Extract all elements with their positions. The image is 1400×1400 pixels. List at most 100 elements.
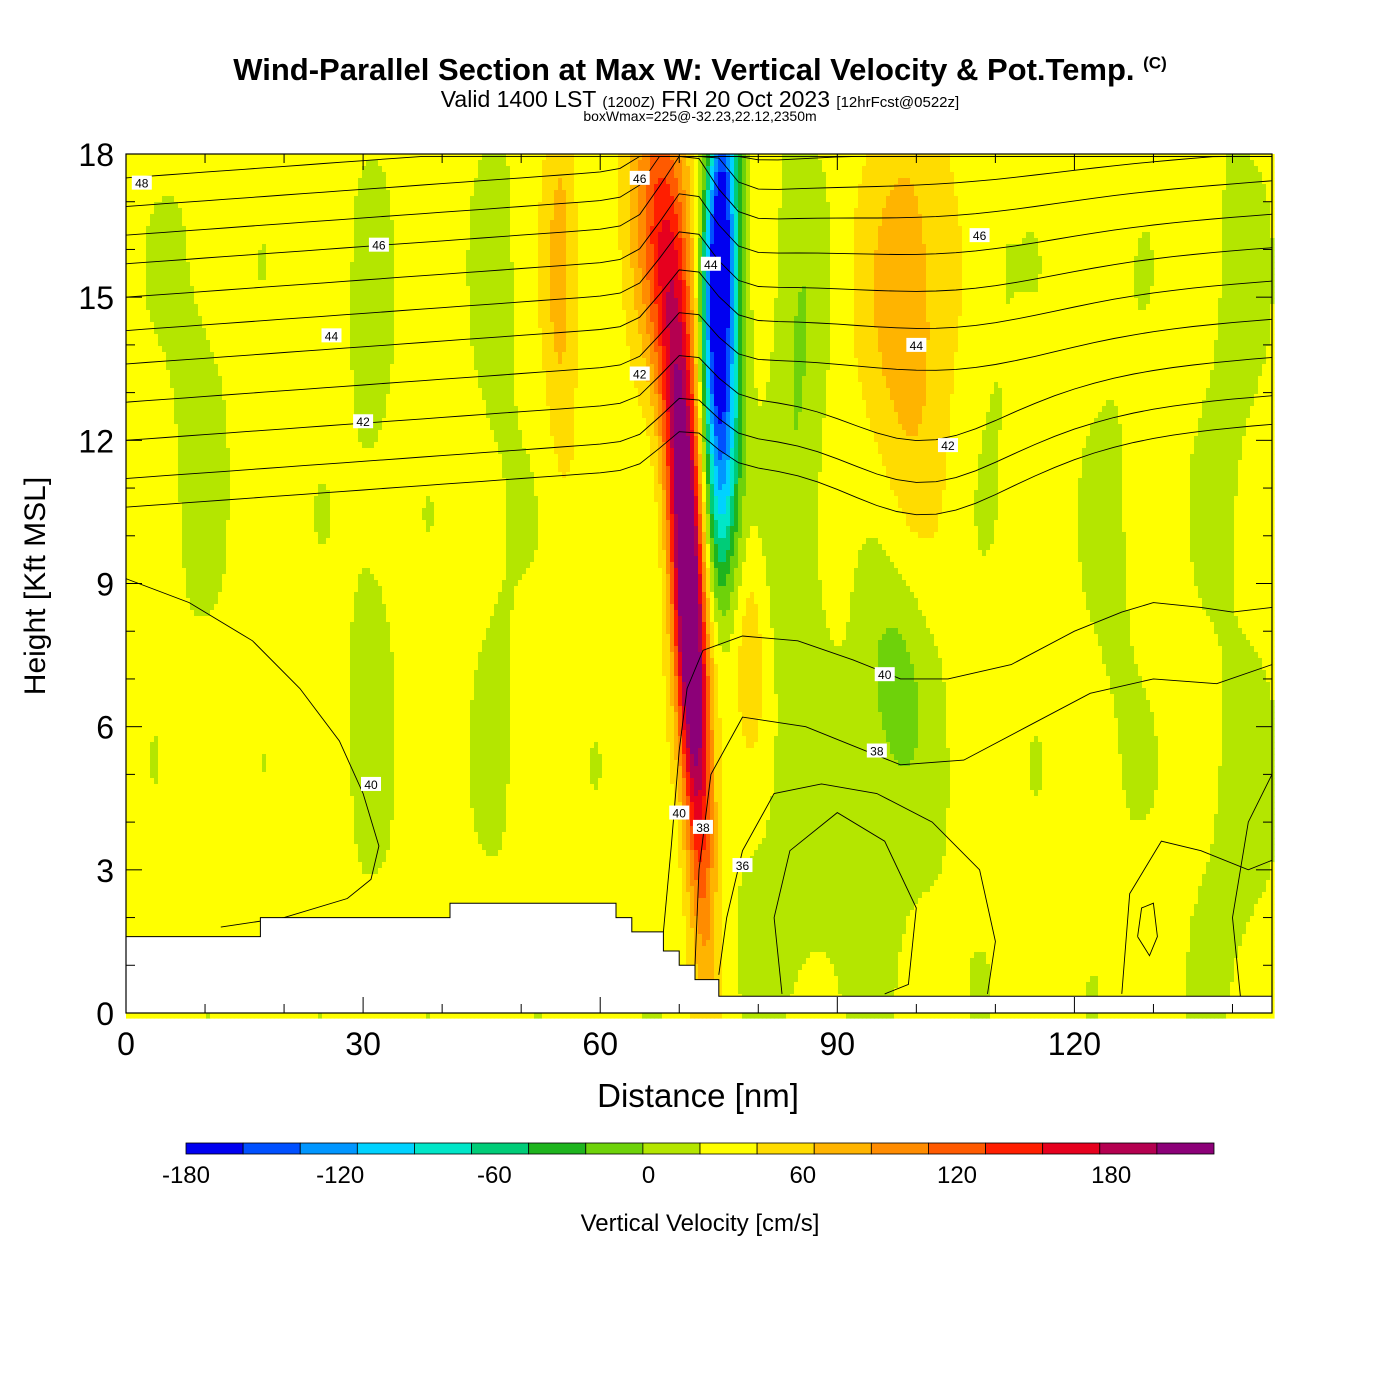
w-cell: [394, 232, 399, 239]
w-cell: [338, 190, 343, 197]
w-cell: [306, 208, 311, 215]
w-cell: [310, 250, 315, 257]
w-cell: [946, 208, 951, 215]
w-cell: [166, 238, 171, 245]
w-cell: [498, 226, 503, 233]
w-cell: [274, 244, 279, 251]
w-cell: [930, 154, 935, 161]
w-cell: [342, 184, 347, 191]
w-cell: [222, 178, 227, 185]
w-cell: [666, 190, 671, 197]
w-cell: [986, 166, 991, 173]
w-cell: [262, 232, 267, 239]
w-cell: [1022, 244, 1027, 251]
w-cell: [1210, 232, 1215, 239]
w-cell: [458, 256, 463, 263]
w-cell: [522, 172, 527, 179]
w-cell: [742, 202, 747, 209]
w-cell: [438, 166, 443, 173]
w-cell: [466, 196, 471, 203]
w-cell: [1158, 184, 1163, 191]
w-cell: [198, 172, 203, 179]
w-cell: [386, 166, 391, 173]
w-cell: [746, 184, 751, 191]
w-cell: [498, 220, 503, 227]
w-cell: [910, 250, 915, 257]
w-cell: [690, 238, 695, 245]
w-cell: [598, 190, 603, 197]
w-cell: [542, 154, 547, 161]
w-cell: [326, 154, 331, 161]
w-cell: [630, 154, 635, 161]
w-cell: [814, 226, 819, 233]
w-cell: [778, 184, 783, 191]
w-cell: [1034, 226, 1039, 233]
w-cell: [538, 190, 543, 197]
w-cell: [1262, 214, 1267, 221]
w-cell: [1166, 160, 1171, 167]
w-cell: [234, 172, 239, 179]
w-cell: [794, 208, 799, 215]
w-cell: [146, 208, 151, 215]
w-cell: [610, 184, 615, 191]
w-cell: [322, 244, 327, 251]
w-cell: [1026, 220, 1031, 227]
w-cell: [642, 160, 647, 167]
w-cell: [954, 232, 959, 239]
w-cell: [198, 232, 203, 239]
w-cell: [142, 214, 147, 221]
w-cell: [650, 244, 655, 251]
w-cell: [162, 250, 167, 257]
w-cell: [602, 250, 607, 257]
w-cell: [334, 232, 339, 239]
w-cell: [318, 154, 323, 161]
w-cell: [898, 208, 903, 215]
w-cell: [710, 196, 715, 203]
w-cell: [1226, 250, 1231, 257]
w-cell: [578, 154, 583, 161]
w-cell: [938, 154, 943, 161]
w-cell: [738, 184, 743, 191]
w-cell: [358, 256, 363, 263]
w-cell: [966, 232, 971, 239]
w-cell: [186, 196, 191, 203]
chart-subtitle: Valid 1400 LST (1200Z) FRI 20 Oct 2023 […: [0, 86, 1400, 113]
w-cell: [694, 250, 699, 257]
w-cell: [1066, 160, 1071, 167]
w-cell: [990, 208, 995, 215]
w-cell: [342, 190, 347, 197]
w-cell: [646, 238, 651, 245]
w-cell: [266, 166, 271, 173]
w-cell: [438, 250, 443, 257]
w-cell: [530, 154, 535, 161]
w-cell: [402, 208, 407, 215]
w-cell: [698, 190, 703, 197]
w-cell: [842, 208, 847, 215]
w-cell: [510, 154, 515, 161]
w-cell: [578, 160, 583, 167]
w-cell: [306, 220, 311, 227]
w-cell: [314, 172, 319, 179]
w-cell: [1162, 214, 1167, 221]
w-cell: [522, 244, 527, 251]
w-cell: [330, 154, 335, 161]
w-cell: [1166, 178, 1171, 185]
w-cell: [390, 160, 395, 167]
w-cell: [1050, 196, 1055, 203]
w-cell: [646, 190, 651, 197]
w-cell: [1010, 202, 1015, 209]
w-cell: [622, 208, 627, 215]
w-cell: [750, 202, 755, 209]
w-cell: [318, 238, 323, 245]
w-cell: [1082, 220, 1087, 227]
w-cell: [1254, 238, 1259, 245]
w-cell: [358, 214, 363, 221]
w-cell: [206, 220, 211, 227]
w-cell: [382, 184, 387, 191]
w-cell: [662, 250, 667, 257]
w-cell: [1210, 166, 1215, 173]
w-cell: [1158, 244, 1163, 251]
w-cell: [1030, 244, 1035, 251]
w-cell: [1010, 160, 1015, 167]
w-cell: [914, 178, 919, 185]
